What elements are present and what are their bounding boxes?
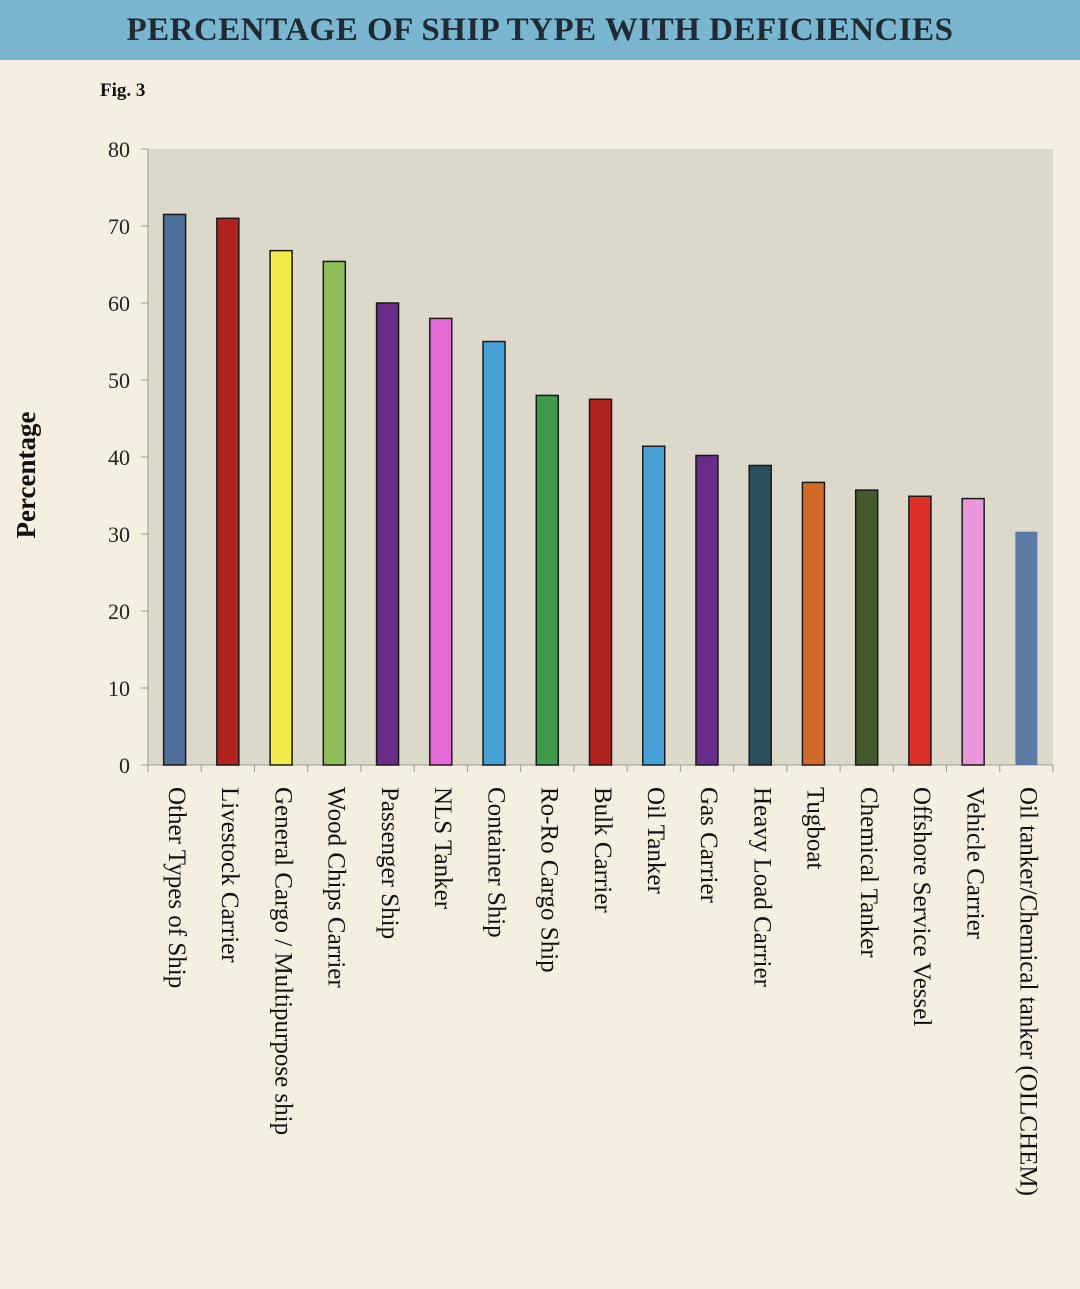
category-label: NLS Tanker (429, 787, 456, 910)
y-tick-label: 30 (108, 522, 130, 547)
bar (429, 317, 453, 766)
y-tick-label: 50 (108, 368, 130, 393)
bar (641, 445, 666, 766)
bar (535, 394, 560, 766)
bar (482, 340, 506, 766)
bar (269, 249, 293, 766)
category-label: Offshore Service Vessel (908, 787, 935, 1026)
category-label: Vehicle Carrier (961, 787, 988, 940)
category-label: Chemical Tanker (855, 787, 882, 958)
bar (854, 489, 879, 766)
category-label: Bulk Carrier (589, 787, 616, 913)
y-tick-label: 0 (119, 753, 130, 778)
y-axis-label: Percentage (11, 412, 41, 539)
y-tick-label: 70 (108, 214, 130, 239)
bar (375, 302, 400, 766)
bar (1015, 531, 1038, 765)
category-label: Gas Carrier (695, 787, 722, 904)
bar (748, 464, 772, 766)
y-tick-label: 40 (108, 445, 130, 470)
category-label: Tugboat (802, 787, 829, 869)
category-label: Other Types of Ship (163, 787, 190, 988)
title-banner: PERCENTAGE OF SHIP TYPE WITH DEFICIENCIE… (0, 0, 1080, 60)
category-label: Ro-Ro Cargo Ship (536, 787, 563, 973)
category-label: Livestock Carrier (216, 787, 243, 963)
figure-label: Fig. 3 (100, 80, 146, 101)
category-label: Passenger Ship (376, 787, 403, 939)
x-ticks (147, 765, 1054, 772)
y-tick-label: 10 (108, 676, 130, 701)
category-label: General Cargo / Multipurpose ship (269, 787, 296, 1135)
y-ticks: 0 10 20 30 40 50 60 70 80 (108, 137, 148, 778)
bar (961, 497, 985, 766)
y-tick-label: 20 (108, 599, 130, 624)
category-label: Oil Tanker (642, 787, 669, 894)
bar (801, 481, 826, 766)
y-tick-label: 80 (108, 137, 130, 162)
category-label: Wood Chips Carrier (323, 787, 350, 988)
bar (322, 260, 347, 766)
bar (162, 213, 187, 766)
category-labels: Other Types of Ship Livestock Carrier Gene… (163, 787, 1042, 1196)
category-label: Container Ship (482, 787, 509, 938)
bar (908, 495, 932, 766)
y-tick-label: 60 (108, 291, 130, 316)
bar (216, 217, 240, 766)
category-label: Heavy Load Carrier (748, 787, 775, 988)
bar (588, 398, 613, 766)
bar (695, 454, 719, 766)
category-label: Oil tanker/Chemical tanker (OILCHEM) (1015, 787, 1042, 1196)
page-title: PERCENTAGE OF SHIP TYPE WITH DEFICIENCIE… (126, 11, 954, 48)
bars (162, 213, 1038, 766)
